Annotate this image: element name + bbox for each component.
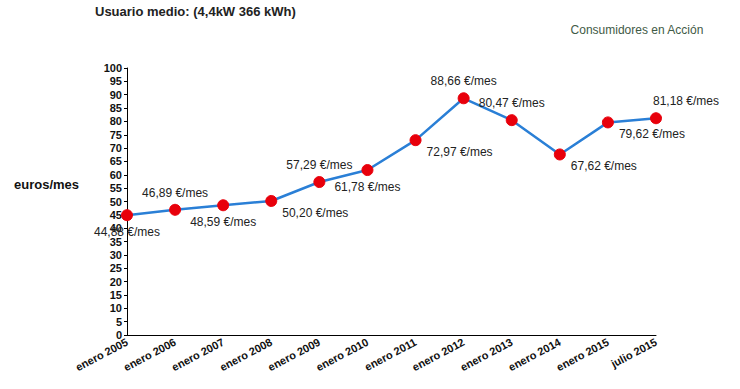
svg-text:5: 5 (116, 316, 122, 328)
svg-text:enero 2005: enero 2005 (73, 336, 129, 374)
svg-text:enero 2010: enero 2010 (314, 336, 370, 374)
svg-text:55: 55 (110, 182, 122, 194)
svg-text:80,47 €/mes: 80,47 €/mes (479, 96, 545, 110)
svg-text:57,29 €/mes: 57,29 €/mes (286, 158, 352, 172)
svg-text:enero 2007: enero 2007 (170, 336, 226, 374)
svg-text:enero 2011: enero 2011 (363, 336, 419, 373)
svg-text:euros/mes: euros/mes (14, 177, 79, 192)
svg-text:enero 2014: enero 2014 (506, 335, 563, 373)
svg-text:45: 45 (110, 209, 122, 221)
svg-text:46,89 €/mes: 46,89 €/mes (142, 186, 208, 200)
svg-text:61,78 €/mes: 61,78 €/mes (334, 180, 400, 194)
svg-text:enero 2009: enero 2009 (266, 336, 322, 374)
svg-text:enero 2008: enero 2008 (218, 336, 274, 374)
svg-text:Usuario medio: (4,4kW 366 kWh): Usuario medio: (4,4kW 366 kWh) (95, 4, 296, 19)
svg-text:90: 90 (110, 89, 122, 101)
svg-text:95: 95 (110, 75, 122, 87)
svg-text:79,62 €/mes: 79,62 €/mes (619, 127, 685, 141)
svg-text:20: 20 (110, 276, 122, 288)
svg-text:67,62 €/mes: 67,62 €/mes (571, 159, 637, 173)
svg-text:30: 30 (110, 249, 122, 261)
svg-text:enero 2013: enero 2013 (458, 336, 514, 374)
svg-text:50: 50 (110, 196, 122, 208)
svg-text:50,20 €/mes: 50,20 €/mes (282, 206, 348, 220)
svg-text:15: 15 (110, 289, 122, 301)
svg-text:70: 70 (110, 142, 122, 154)
svg-text:48,59 €/mes: 48,59 €/mes (190, 215, 256, 229)
svg-text:88,66 €/mes: 88,66 €/mes (431, 74, 497, 88)
svg-text:44,88 €/mes: 44,88 €/mes (94, 225, 160, 239)
svg-text:100: 100 (104, 62, 122, 74)
svg-text:85: 85 (110, 102, 122, 114)
svg-text:enero 2012: enero 2012 (410, 336, 466, 374)
svg-text:75: 75 (110, 129, 122, 141)
svg-text:Consumidores en Acción: Consumidores en Acción (571, 23, 704, 37)
svg-text:10: 10 (110, 302, 122, 314)
svg-text:81,18 €/mes: 81,18 €/mes (653, 94, 719, 108)
svg-text:35: 35 (109, 235, 122, 248)
svg-text:80: 80 (110, 115, 122, 127)
svg-text:enero 2006: enero 2006 (122, 336, 178, 374)
svg-text:enero 2015: enero 2015 (554, 336, 610, 374)
svg-text:65: 65 (110, 155, 122, 167)
svg-text:25: 25 (110, 262, 122, 274)
svg-text:72,97 €/mes: 72,97 €/mes (427, 145, 493, 159)
svg-text:julio 2015: julio 2015 (608, 336, 659, 371)
svg-text:0: 0 (115, 329, 122, 341)
svg-text:60: 60 (110, 169, 122, 181)
